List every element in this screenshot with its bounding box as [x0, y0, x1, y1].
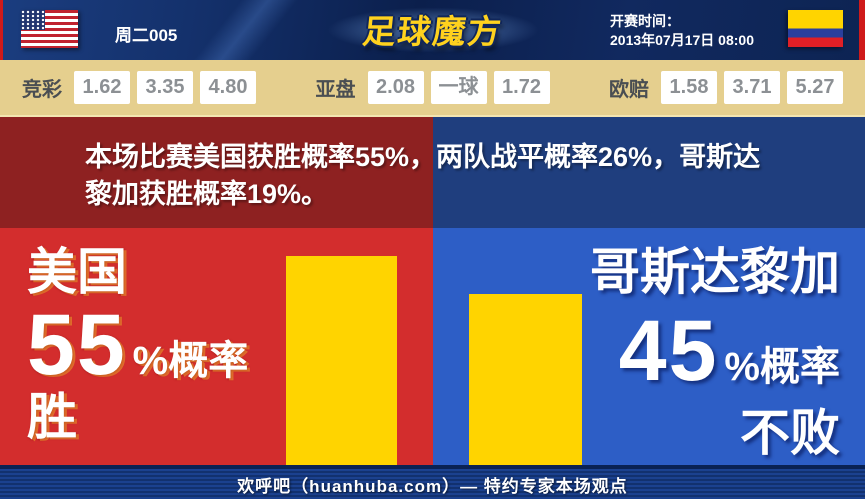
away-probability-bar: [469, 294, 582, 465]
probability-banner: 本场比赛美国获胜概率55%，两队战平概率26%，哥斯达 黎加获胜概率19%。: [0, 117, 865, 228]
odds-value-box: 一球: [430, 71, 487, 104]
odds-bar: 竞彩 1.62 3.35 4.80 亚盘 2.08 一球 1.72 欧赔 1.5…: [0, 60, 865, 117]
us-flag-icon: [21, 10, 78, 48]
left-red-edge: [0, 0, 3, 60]
away-probability: 45 %概率: [433, 308, 840, 394]
site-logo: 足球魔方: [293, 0, 573, 60]
odds-value-box: 3.35: [137, 71, 193, 104]
home-probability-bar: [286, 256, 397, 465]
home-panel: 美国 55 %概率 胜: [0, 228, 433, 465]
kickoff-datetime: 2013年07月17日 08:00: [610, 32, 754, 48]
colombia-flag-icon: [788, 10, 843, 47]
odds-group-jingcai: 竞彩 1.62 3.35 4.80: [22, 71, 256, 104]
home-probability: 55 %概率: [27, 302, 433, 388]
odds-value-box: 4.80: [200, 71, 256, 104]
odds-label: 亚盘: [315, 79, 356, 101]
us-flag-canton: [21, 10, 45, 30]
probability-comparison: 美国 55 %概率 胜 哥斯达黎加 45 %概率 不败: [0, 228, 865, 465]
kickoff-time-block: 开赛时间： 2013年07月17日 08:00: [610, 12, 754, 50]
header: 周二005 足球魔方 开赛时间： 2013年07月17日 08:00: [0, 0, 865, 60]
odds-value-box: 1.58: [661, 71, 717, 104]
logo-glow: [297, 1, 568, 59]
home-percent-value: 55: [27, 297, 127, 393]
odds-value-box: 1.72: [493, 71, 550, 104]
odds-value-box: 1.62: [74, 71, 130, 104]
away-outcome-label: 不败: [740, 405, 840, 461]
home-outcome-label: 胜: [27, 389, 77, 445]
match-number-label: 周二005: [115, 26, 178, 45]
footer-site-link[interactable]: 欢呼吧（huanhuba.com）— 特约专家本场观点: [237, 476, 628, 496]
kickoff-label: 开赛时间：: [610, 13, 680, 29]
home-percent-suffix: %概率: [132, 339, 249, 383]
odds-label: 竞彩: [22, 79, 62, 101]
odds-value-box: 5.27: [787, 71, 843, 104]
away-team-name: 哥斯达黎加: [590, 244, 840, 300]
odds-value-box: 2.08: [367, 71, 424, 104]
right-red-edge: [859, 0, 865, 60]
away-percent-suffix: %概率: [724, 345, 840, 389]
home-team-name: 美国: [27, 244, 127, 300]
logo-text: 足球魔方: [360, 13, 505, 51]
odds-value-box: 3.71: [724, 71, 780, 104]
odds-group-yapan: 亚盘 2.08 一球 1.72: [316, 71, 550, 104]
odds-group-oupei: 欧赔 1.58 3.71 5.27: [609, 71, 843, 104]
away-panel: 哥斯达黎加 45 %概率 不败: [433, 228, 865, 465]
away-percent-value: 45: [618, 303, 719, 399]
footer: 欢呼吧（huanhuba.com）— 特约专家本场观点: [0, 465, 865, 499]
odds-label: 欧赔: [609, 79, 649, 101]
probability-summary-text: 本场比赛美国获胜概率55%，两队战平概率26%，哥斯达 黎加获胜概率19%。: [85, 142, 761, 209]
